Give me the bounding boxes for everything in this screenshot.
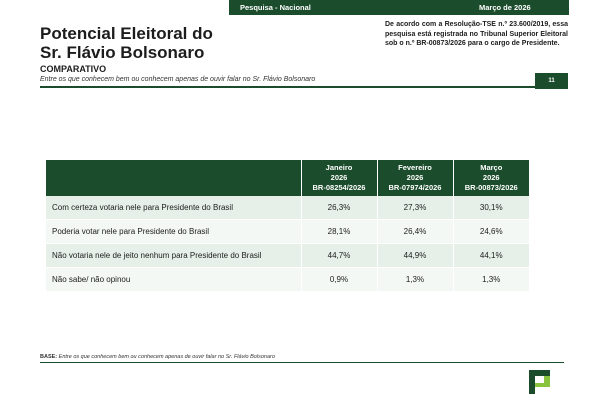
logo-graphic bbox=[529, 370, 550, 394]
page-number-badge: 11 bbox=[535, 73, 568, 89]
table-cell: 0,9% bbox=[300, 267, 377, 292]
registration-notice: De acordo com a Resolução-TSE n.º 23.600… bbox=[385, 21, 568, 47]
table-cell: 26,3% bbox=[300, 196, 377, 220]
column-header-march: Março 2026 BR-00873/2026 bbox=[452, 160, 529, 196]
column-registration-code: BR-08254/2026 bbox=[312, 183, 366, 192]
column-registration-code: BR-00873/2026 bbox=[464, 183, 518, 192]
page-title-line-2: Sr. Flávio Bolsonaro bbox=[40, 43, 205, 62]
column-year: 2026 bbox=[330, 173, 348, 182]
table-cell: 44,9% bbox=[376, 243, 453, 268]
table-cell: 24,6% bbox=[452, 219, 529, 244]
row-label: Não sabe/ não opinou bbox=[46, 267, 301, 292]
column-header-february: Fevereiro 2026 BR-07974/2026 bbox=[376, 160, 453, 196]
footer-divider bbox=[40, 362, 564, 363]
base-footnote: BASE: Entre os que conhecem bem ou conhe… bbox=[40, 354, 275, 360]
page-title-line-1: Potencial Eleitoral do bbox=[40, 24, 213, 43]
page-title: Potencial Eleitoral do Sr. Flávio Bolson… bbox=[40, 24, 213, 62]
table-header-row: Janeiro 2026 BR-08254/2026 Fevereiro 202… bbox=[46, 160, 529, 196]
table-cell: 1,3% bbox=[376, 267, 453, 292]
table-row: Com certeza votaria nele para Presidente… bbox=[46, 196, 529, 220]
table-cell: 30,1% bbox=[452, 196, 529, 220]
column-registration-code: BR-07974/2026 bbox=[388, 183, 442, 192]
column-month: Março bbox=[480, 163, 503, 172]
header-corner-cell bbox=[46, 160, 301, 196]
table-row: Não votaria nele de jeito nenhum para Pr… bbox=[46, 243, 529, 268]
row-label: Com certeza votaria nele para Presidente… bbox=[46, 196, 301, 220]
table-row: Poderia votar nele para Presidente do Br… bbox=[46, 219, 529, 244]
column-header-january: Janeiro 2026 BR-08254/2026 bbox=[300, 160, 377, 196]
header-divider bbox=[40, 86, 560, 88]
table-cell: 44,7% bbox=[300, 243, 377, 268]
table-cell: 27,3% bbox=[376, 196, 453, 220]
section-subtitle: COMPARATIVO bbox=[40, 64, 107, 74]
table-cell: 44,1% bbox=[452, 243, 529, 268]
audience-note: Entre os que conhecem bem ou conhecem ap… bbox=[40, 76, 316, 83]
table-row: Não sabe/ não opinou 0,9% 1,3% 1,3% bbox=[46, 267, 529, 292]
base-text: Entre os que conhecem bem ou conhecem ap… bbox=[58, 354, 275, 360]
column-year: 2026 bbox=[406, 173, 424, 182]
column-month: Janeiro bbox=[325, 163, 353, 172]
survey-date: Março de 2026 bbox=[479, 3, 531, 12]
stylized-p-logo-icon bbox=[527, 368, 553, 401]
base-label: BASE: bbox=[40, 354, 58, 360]
column-month: Fevereiro bbox=[398, 163, 432, 172]
table-cell: 28,1% bbox=[300, 219, 377, 244]
column-year: 2026 bbox=[482, 173, 500, 182]
comparison-table: Janeiro 2026 BR-08254/2026 Fevereiro 202… bbox=[46, 160, 529, 292]
row-label: Poderia votar nele para Presidente do Br… bbox=[46, 219, 301, 244]
table-cell: 26,4% bbox=[376, 219, 453, 244]
row-label: Não votaria nele de jeito nenhum para Pr… bbox=[46, 243, 301, 268]
survey-scope: Pesquisa - Nacional bbox=[240, 3, 311, 12]
top-header-bar: Pesquisa - Nacional Março de 2026 bbox=[229, 0, 569, 15]
table-cell: 1,3% bbox=[452, 267, 529, 292]
